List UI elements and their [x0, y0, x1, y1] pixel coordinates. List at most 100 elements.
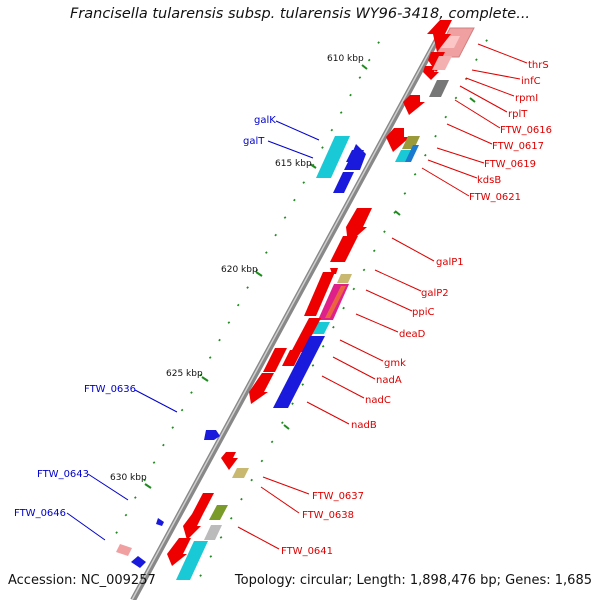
gene-label[interactable]: nadA — [376, 375, 402, 386]
dotted-tick — [270, 440, 274, 444]
gene-FTW-0641-b[interactable] — [183, 514, 203, 540]
gene-label[interactable]: FTW_0636 — [84, 384, 136, 395]
gene-galP1-b[interactable] — [330, 236, 358, 262]
gene-nadB[interactable] — [273, 336, 325, 408]
dotted-tick — [274, 233, 277, 237]
callout-line — [427, 159, 478, 179]
gene-label[interactable]: FTW_0638 — [302, 510, 354, 521]
dotted-tick — [265, 251, 268, 254]
dotted-tick — [171, 426, 175, 429]
gene-label[interactable]: FTW_0619 — [484, 159, 536, 170]
gene-label[interactable]: FTW_0641 — [281, 546, 333, 557]
dotted-tick — [283, 216, 287, 219]
dotted-tick — [180, 408, 184, 412]
accession-label: Accession: NC_009257 — [8, 573, 156, 588]
gene-galT-b[interactable] — [333, 172, 354, 193]
gene-FTW-0637[interactable] — [221, 452, 238, 470]
dotted-tick — [152, 461, 156, 464]
dotted-tick — [475, 58, 478, 62]
dotted-tick — [434, 134, 437, 138]
gene-ppiC[interactable] — [304, 272, 335, 316]
map-title: Francisella tularensis subsp. tularensis… — [69, 6, 531, 22]
gene-label[interactable]: FTW_0616 — [500, 125, 552, 136]
callout-line — [306, 401, 350, 425]
gene-galK-arrow[interactable] — [344, 144, 366, 170]
gene-label[interactable]: rpmI — [515, 93, 538, 104]
gene-upper-red[interactable] — [427, 20, 452, 52]
callout-line — [339, 339, 384, 362]
genes-left-strand — [116, 136, 366, 568]
gene-nadB-a[interactable] — [263, 348, 287, 372]
gene-label[interactable]: ppiC — [412, 307, 434, 318]
callout-line — [87, 473, 129, 501]
callout-line — [374, 269, 422, 292]
callout-line — [454, 99, 501, 129]
gene-label[interactable]: infC — [521, 76, 541, 87]
dotted-tick — [464, 77, 468, 81]
gene-FTW-0641-e[interactable] — [204, 525, 222, 540]
dotted-tick — [199, 373, 203, 377]
dotted-tick — [218, 338, 221, 342]
gene-label[interactable]: galP2 — [421, 288, 449, 299]
dotted-tick — [454, 96, 458, 100]
gene-galK[interactable] — [316, 136, 350, 178]
callout-line — [446, 123, 493, 145]
gene-label[interactable]: nadC — [365, 395, 391, 406]
gene-FTW-0641-d[interactable] — [209, 505, 228, 520]
gene-FTW-0646-a[interactable] — [116, 544, 132, 556]
kbp-tick — [255, 271, 263, 277]
gene-label[interactable]: galP1 — [436, 257, 464, 268]
gene-FTW-0619-a[interactable] — [386, 128, 410, 152]
gene-FTW-0638[interactable] — [232, 468, 249, 478]
gene-FTW-0616[interactable] — [429, 80, 449, 97]
gene-FTW-0641-f[interactable] — [176, 541, 208, 580]
dotted-tick — [208, 356, 212, 359]
tick-mark — [394, 210, 401, 216]
gene-label[interactable]: galT — [243, 136, 265, 147]
gene-FTW-0641-a[interactable] — [192, 493, 214, 514]
gene-nadA[interactable] — [291, 318, 321, 352]
dotted-tick — [367, 58, 371, 62]
callout-line — [321, 375, 365, 399]
gene-FTW-0621[interactable] — [405, 145, 419, 162]
gene-label[interactable]: FTW_0643 — [37, 469, 89, 480]
kbp-tick — [201, 376, 209, 382]
dotted-tick — [358, 76, 362, 79]
genome-backbone-highlight — [131, 24, 445, 600]
gene-rplT[interactable] — [432, 56, 452, 70]
gene-ppiC-a[interactable] — [337, 274, 352, 283]
gene-FTW-0636[interactable] — [204, 430, 220, 440]
gene-label[interactable]: FTW_0617 — [492, 141, 544, 152]
callouts-right — [237, 43, 528, 550]
gene-FTW-0617[interactable] — [403, 95, 425, 115]
gene-FTW-0643[interactable] — [156, 518, 164, 526]
gene-FTW-0641-c[interactable] — [167, 538, 191, 566]
dotted-tick — [393, 211, 396, 214]
gene-FTW-0646[interactable] — [131, 556, 146, 568]
tick-mark — [469, 97, 476, 103]
gene-label[interactable]: rplT — [508, 109, 528, 120]
dotted-tick — [403, 192, 407, 195]
gene-deaD-stripe — [325, 286, 346, 318]
gene-label[interactable]: thrS — [528, 60, 549, 71]
gene-nadC[interactable] — [282, 350, 302, 366]
gene-nadB-b[interactable] — [249, 373, 274, 404]
gene-label[interactable]: gmk — [384, 358, 406, 369]
dotted-tick — [362, 268, 366, 272]
dotted-tick — [349, 93, 352, 97]
kbp-tick — [309, 163, 317, 169]
gene-label[interactable]: FTW_0637 — [312, 491, 364, 502]
gene-labels-left: galK galT FTW_0636 FTW_0643 FTW_0646 — [14, 115, 276, 519]
dotted-tick — [291, 402, 294, 405]
gene-label[interactable]: nadB — [351, 420, 377, 431]
gene-label[interactable]: FTW_0621 — [469, 192, 521, 203]
gene-label[interactable]: kdsB — [477, 175, 501, 186]
callout-line — [471, 69, 521, 80]
gene-label[interactable]: FTW_0646 — [14, 508, 66, 519]
gene-label[interactable]: galK — [254, 115, 276, 126]
callout-line — [66, 512, 106, 541]
gene-galP1[interactable] — [346, 208, 372, 244]
dotted-tick — [227, 321, 231, 324]
dotted-tick — [293, 198, 296, 202]
gene-label[interactable]: deaD — [399, 329, 426, 340]
